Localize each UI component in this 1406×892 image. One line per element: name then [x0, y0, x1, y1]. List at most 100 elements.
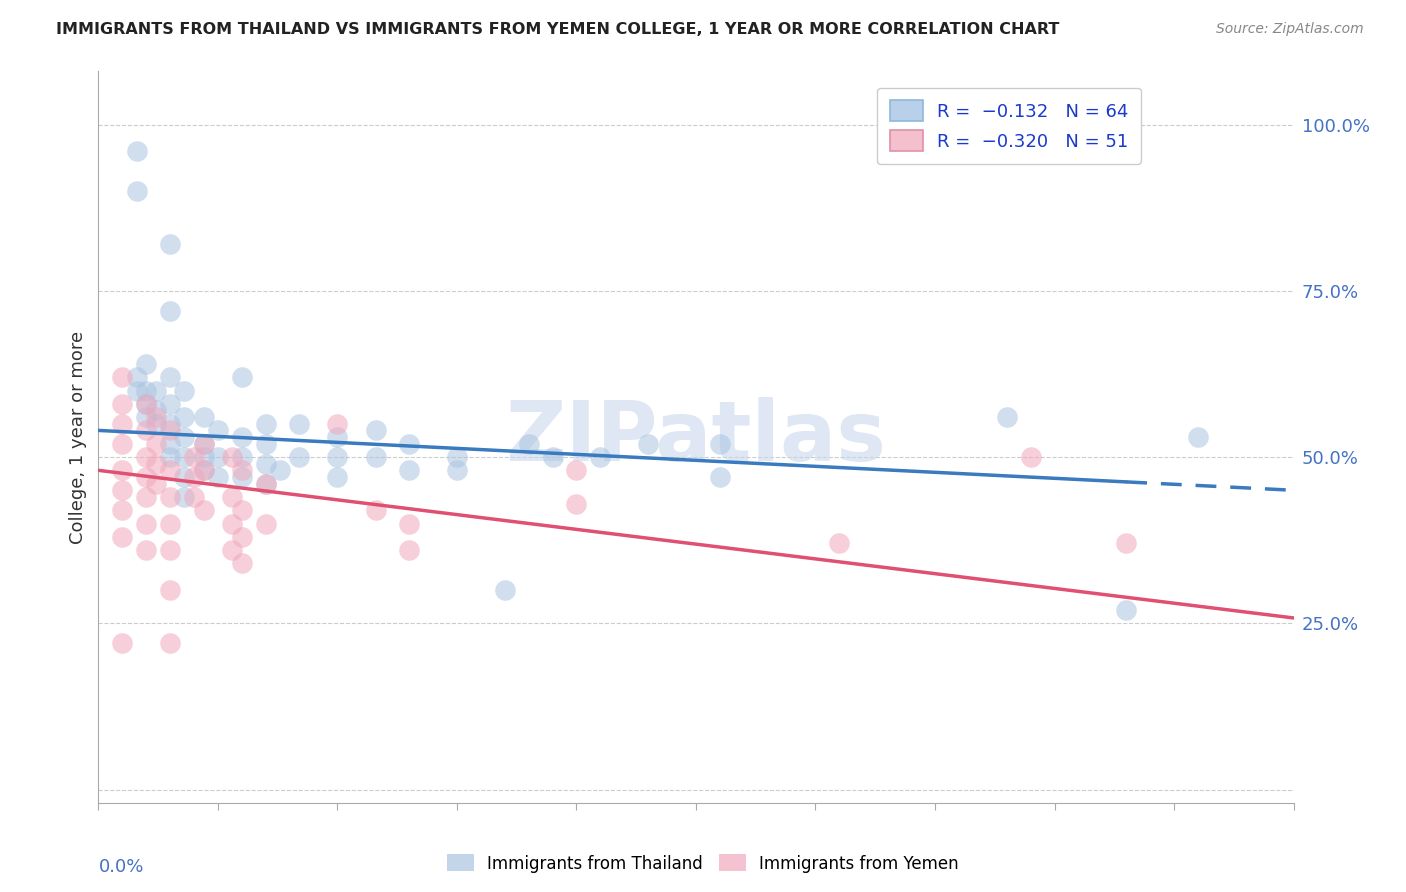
Point	[111, 463, 134, 477]
Point	[398, 463, 420, 477]
Point	[565, 497, 588, 511]
Point	[254, 417, 277, 431]
Point	[326, 417, 349, 431]
Point	[193, 463, 215, 477]
Point	[494, 582, 516, 597]
Point	[326, 470, 349, 484]
Point	[111, 436, 134, 450]
Point	[254, 516, 277, 531]
Point	[207, 470, 229, 484]
Point	[173, 430, 195, 444]
Point	[709, 436, 731, 450]
Point	[1187, 430, 1209, 444]
Point	[398, 516, 420, 531]
Point	[193, 410, 215, 425]
Legend: Immigrants from Thailand, Immigrants from Yemen: Immigrants from Thailand, Immigrants fro…	[440, 847, 966, 880]
Point	[135, 357, 157, 371]
Point	[231, 503, 253, 517]
Point	[159, 397, 181, 411]
Point	[159, 450, 181, 464]
Point	[173, 470, 195, 484]
Point	[145, 436, 167, 450]
Point	[159, 636, 181, 650]
Point	[111, 483, 134, 498]
Point	[254, 476, 277, 491]
Point	[1019, 450, 1042, 464]
Point	[446, 463, 468, 477]
Point	[173, 410, 195, 425]
Point	[398, 543, 420, 558]
Text: 0.0%: 0.0%	[98, 858, 143, 876]
Legend: R =  −0.132   N = 64, R =  −0.320   N = 51: R = −0.132 N = 64, R = −0.320 N = 51	[877, 87, 1142, 164]
Point	[159, 490, 181, 504]
Point	[173, 450, 195, 464]
Point	[135, 424, 157, 438]
Point	[145, 384, 167, 398]
Point	[145, 417, 167, 431]
Point	[1115, 603, 1137, 617]
Point	[231, 430, 253, 444]
Point	[111, 530, 134, 544]
Point	[364, 503, 387, 517]
Point	[135, 410, 157, 425]
Point	[221, 490, 243, 504]
Point	[288, 450, 311, 464]
Point	[326, 450, 349, 464]
Point	[231, 463, 253, 477]
Point	[111, 370, 134, 384]
Point	[125, 184, 148, 198]
Point	[637, 436, 659, 450]
Point	[173, 384, 195, 398]
Point	[159, 436, 181, 450]
Point	[159, 237, 181, 252]
Point	[183, 470, 205, 484]
Point	[159, 463, 181, 477]
Text: IMMIGRANTS FROM THAILAND VS IMMIGRANTS FROM YEMEN COLLEGE, 1 YEAR OR MORE CORREL: IMMIGRANTS FROM THAILAND VS IMMIGRANTS F…	[56, 22, 1060, 37]
Point	[995, 410, 1018, 425]
Point	[231, 450, 253, 464]
Point	[135, 397, 157, 411]
Point	[541, 450, 564, 464]
Point	[288, 417, 311, 431]
Point	[111, 417, 134, 431]
Point	[125, 144, 148, 158]
Point	[135, 450, 157, 464]
Text: Source: ZipAtlas.com: Source: ZipAtlas.com	[1216, 22, 1364, 37]
Point	[193, 450, 215, 464]
Point	[173, 490, 195, 504]
Point	[145, 410, 167, 425]
Point	[254, 476, 277, 491]
Point	[125, 384, 148, 398]
Point	[159, 303, 181, 318]
Point	[159, 424, 181, 438]
Point	[326, 430, 349, 444]
Text: ZIPatlas: ZIPatlas	[506, 397, 886, 477]
Point	[111, 397, 134, 411]
Point	[135, 490, 157, 504]
Point	[269, 463, 291, 477]
Point	[221, 450, 243, 464]
Point	[193, 463, 215, 477]
Point	[231, 530, 253, 544]
Point	[221, 516, 243, 531]
Point	[517, 436, 540, 450]
Point	[111, 503, 134, 517]
Point	[231, 370, 253, 384]
Point	[135, 543, 157, 558]
Point	[221, 543, 243, 558]
Point	[254, 436, 277, 450]
Point	[183, 490, 205, 504]
Point	[159, 516, 181, 531]
Point	[364, 450, 387, 464]
Point	[231, 470, 253, 484]
Point	[207, 450, 229, 464]
Point	[145, 457, 167, 471]
Point	[231, 557, 253, 571]
Point	[589, 450, 612, 464]
Point	[145, 476, 167, 491]
Point	[193, 436, 215, 450]
Point	[135, 470, 157, 484]
Point	[111, 636, 134, 650]
Point	[446, 450, 468, 464]
Point	[125, 370, 148, 384]
